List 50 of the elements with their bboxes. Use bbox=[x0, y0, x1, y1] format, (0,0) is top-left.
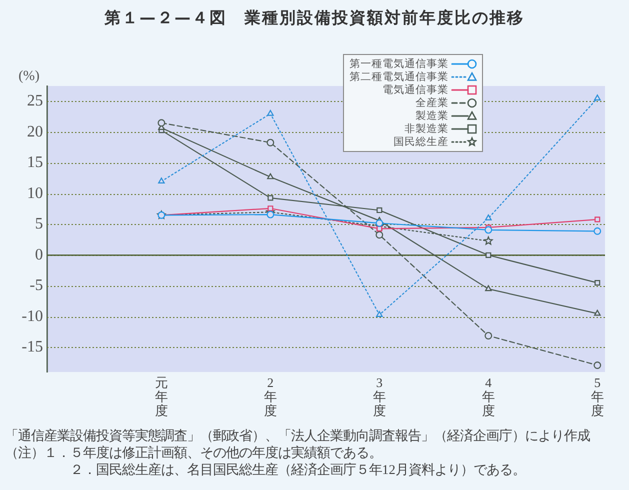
legend-label: 非製造業 bbox=[404, 122, 450, 136]
point bbox=[594, 94, 601, 100]
y-tick-label: -10 bbox=[22, 308, 43, 325]
text: （注）１．５年度は修正計画額、その他の年度は実績額である。 bbox=[5, 445, 382, 461]
y-tick-label: 5 bbox=[35, 216, 43, 233]
y-tick-label: 10 bbox=[27, 184, 43, 202]
point bbox=[266, 210, 274, 218]
point bbox=[376, 219, 384, 227]
point bbox=[485, 214, 492, 220]
legend-label: 第二種電気通信事業 bbox=[350, 70, 450, 84]
chart-title: 第１—２—４図 業種別設備投資額対前年度比の推移 bbox=[104, 8, 526, 29]
legend-label: 製造業 bbox=[416, 109, 450, 122]
point bbox=[594, 216, 600, 222]
point bbox=[268, 195, 274, 201]
x-tick-label: 3年度 bbox=[372, 375, 386, 418]
y-tick-label: 0 bbox=[35, 246, 43, 264]
point bbox=[484, 226, 492, 234]
text: ２．国民総生産は、名目国民総生産（経済企画庁５年12月資料より）である。 bbox=[70, 462, 526, 478]
point bbox=[158, 178, 165, 184]
point bbox=[486, 252, 492, 258]
legend-label: 国民総生産 bbox=[394, 135, 450, 148]
point bbox=[267, 110, 274, 116]
x-tick-label: 元年度 bbox=[154, 375, 168, 418]
point bbox=[484, 236, 493, 245]
point bbox=[267, 173, 274, 180]
point bbox=[266, 138, 274, 146]
legend-label: 電気通信事業 bbox=[382, 83, 450, 96]
y-tick-label: 25 bbox=[27, 92, 43, 110]
y-tick-label: -15 bbox=[22, 338, 43, 356]
x-tick-label: 2年度 bbox=[264, 375, 277, 418]
legend-label: 第一種電気通信事業 bbox=[350, 57, 450, 70]
legend-label: 全産業 bbox=[416, 96, 450, 110]
y-axis-title: (%) bbox=[18, 69, 40, 84]
y-tick-label: 15 bbox=[27, 154, 43, 172]
point bbox=[376, 207, 382, 214]
y-tick-label: -5 bbox=[30, 277, 43, 294]
point bbox=[484, 332, 492, 340]
text: 「通信産業設備投資等実態調査」（郵政省）、「法人企業動向調査報告」（経済企画庁）により作成 bbox=[5, 428, 590, 444]
point bbox=[594, 227, 602, 235]
point bbox=[376, 311, 383, 317]
y-tick-label: 20 bbox=[27, 123, 43, 140]
point bbox=[376, 231, 384, 239]
point bbox=[594, 361, 602, 369]
x-tick-label: 4年度 bbox=[482, 375, 495, 418]
point bbox=[485, 285, 492, 292]
point bbox=[594, 280, 600, 286]
point bbox=[594, 310, 601, 316]
point bbox=[268, 206, 274, 212]
x-tick-label: 5年度 bbox=[590, 375, 604, 418]
point bbox=[158, 119, 166, 127]
